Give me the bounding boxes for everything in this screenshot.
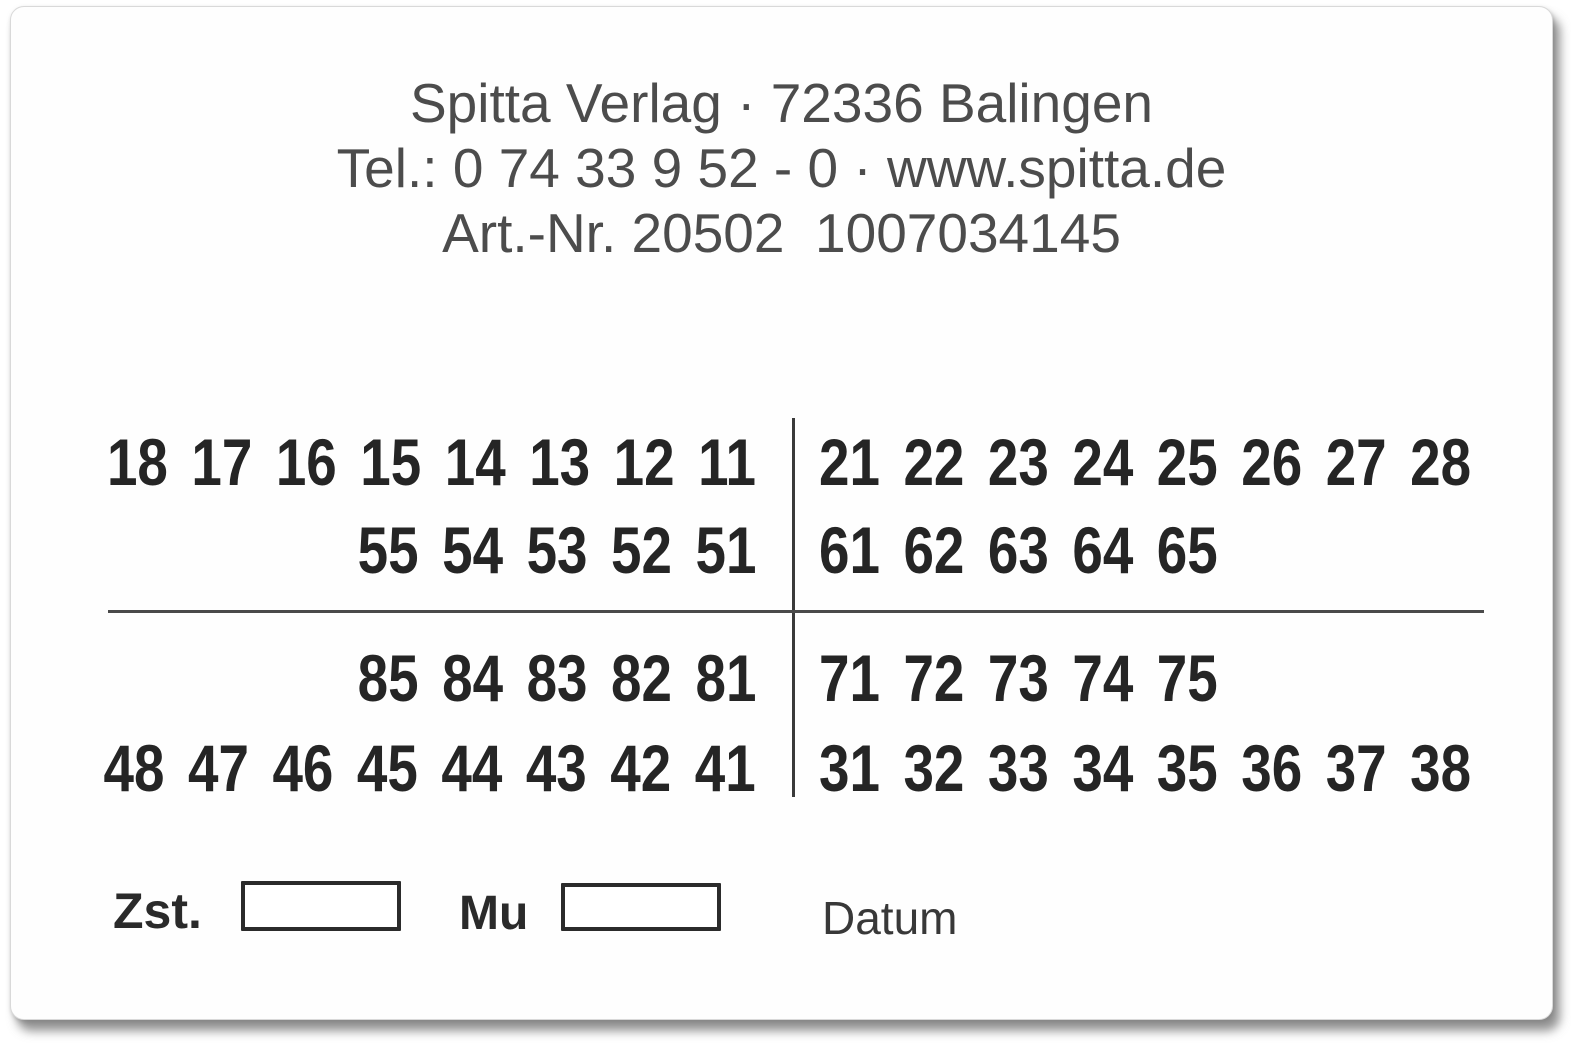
zst-input-box[interactable] [241,881,401,931]
mu-input-box[interactable] [561,883,721,931]
zst-label: Zst. [113,885,202,937]
teeth-upper-left-deciduous: 61 62 63 64 65 [819,513,1218,587]
article-number-line: Art.-Nr. 20502 1007034145 [442,202,1121,264]
teeth-lower-right-permanent: 48 47 46 45 44 43 42 41 [103,731,756,805]
mu-label: Mu [459,887,529,940]
quadrant-divider-vertical [792,418,795,797]
quadrant-divider-horizontal [108,610,1484,613]
publisher-address-line: Spitta Verlag · 72336 Balingen [409,72,1154,134]
phone-website-line: Tel.: 0 74 33 9 52 - 0 · www.spitta.de [336,137,1227,199]
dental-chart-card: Spitta Verlag · 72336 Balingen Tel.: 0 7… [10,6,1553,1020]
zst-label-text: Zst. [113,883,202,939]
teeth-lower-left-deciduous: 71 72 73 74 75 [819,641,1218,715]
teeth-upper-right-permanent: 18 17 16 15 14 13 12 11 [106,425,756,499]
teeth-upper-left-permanent: 21 22 23 24 25 26 27 28 [819,425,1472,499]
teeth-upper-right-deciduous: 55 54 53 52 51 [357,513,756,587]
teeth-lower-right-deciduous: 85 84 83 82 81 [357,641,756,715]
teeth-lower-left-permanent: 31 32 33 34 35 36 37 38 [819,731,1472,805]
datum-label: Datum [822,892,958,944]
